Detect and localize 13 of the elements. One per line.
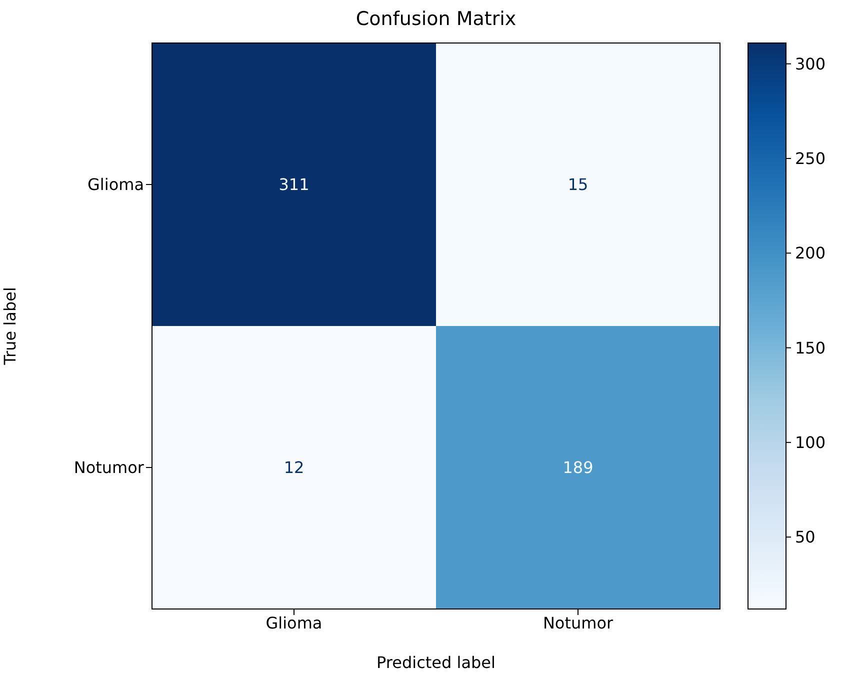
data-label: 311 [278,175,310,194]
y-axis-title: True label [0,287,20,366]
data-label: 15 [568,175,588,194]
color-bar-label: 100 [795,432,826,452]
color-bar-label: 150 [795,338,826,358]
color-bar-label: 50 [795,528,816,547]
color-bar-label: 300 [795,54,826,74]
color-bar-label: 250 [795,148,826,168]
data-label: 12 [284,458,304,477]
chart-title: Confusion Matrix [354,8,518,30]
data-label: 189 [562,458,594,477]
x-axis-title: Predicted label [376,653,496,672]
color-bar-label: 200 [795,244,826,263]
